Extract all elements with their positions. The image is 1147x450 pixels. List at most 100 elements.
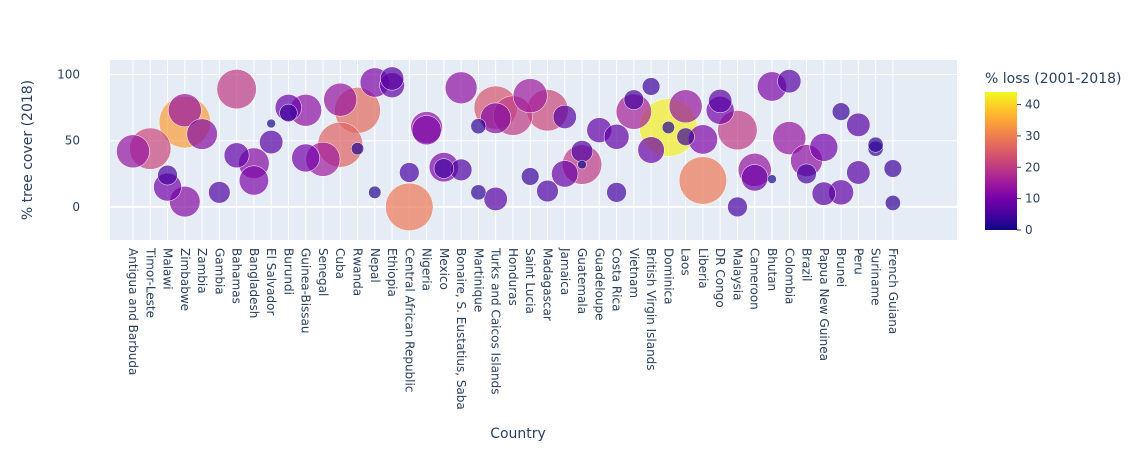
- bubble[interactable]: [323, 82, 358, 117]
- y-tick-label: 50: [65, 134, 80, 148]
- x-tick-label: Ethiopia: [385, 248, 399, 297]
- bubble[interactable]: [480, 102, 512, 134]
- bubble[interactable]: [521, 167, 540, 186]
- x-tick-label: Saint Lucia: [523, 248, 537, 314]
- colorbar-tick-label: 10: [1025, 192, 1040, 206]
- x-tick-label: Bhutan: [765, 248, 779, 291]
- colorbar-ticks: 0 10 20 30 40: [1017, 98, 1040, 237]
- x-tick-label: DR Congo: [713, 248, 727, 308]
- bubble[interactable]: [216, 69, 257, 110]
- bubble[interactable]: [867, 136, 884, 153]
- x-tick-label: Zimbabwe: [178, 248, 192, 311]
- bubble[interactable]: [811, 181, 836, 206]
- bubble[interactable]: [351, 142, 365, 156]
- bubble[interactable]: [846, 160, 871, 185]
- bubble[interactable]: [809, 133, 839, 162]
- x-tick-label: Vietnam: [627, 248, 641, 298]
- x-tick-label: Antigua and Barbuda: [126, 248, 140, 375]
- bubble[interactable]: [884, 195, 901, 211]
- x-axis-ticks: Antigua and Barbuda Timor-Leste Malawi Zimb…: [126, 247, 900, 410]
- bubble[interactable]: [483, 187, 508, 211]
- bubble[interactable]: [444, 71, 478, 104]
- bubble[interactable]: [279, 103, 298, 123]
- colorbar-tick-label: 30: [1025, 129, 1040, 143]
- x-axis-title: Country: [490, 426, 546, 442]
- colorbar-gradient: [985, 92, 1017, 230]
- x-tick-label: Cameroon: [748, 248, 762, 310]
- bubble[interactable]: [368, 185, 382, 199]
- bubble[interactable]: [291, 143, 320, 173]
- x-tick-label: Central African Republic: [402, 248, 416, 392]
- bubble[interactable]: [767, 174, 777, 184]
- bubble[interactable]: [399, 162, 420, 183]
- bubble[interactable]: [536, 179, 559, 203]
- bubble[interactable]: [637, 136, 665, 164]
- bubble[interactable]: [116, 134, 150, 169]
- bubble[interactable]: [266, 118, 276, 129]
- y-axis-title: % tree cover (2018): [20, 80, 36, 220]
- x-tick-label: Brazil: [800, 248, 814, 282]
- x-tick-label: Colombia: [782, 248, 796, 304]
- x-tick-label: Laos: [679, 248, 693, 276]
- bubble[interactable]: [668, 89, 703, 124]
- bubble[interactable]: [433, 158, 454, 179]
- x-tick-label: Honduras: [506, 248, 520, 306]
- x-tick-label: Martinique: [471, 248, 485, 312]
- x-tick-label: Guinea-Bissau: [299, 248, 313, 334]
- x-tick-label: Bonaire, S. Eustatius, Saba: [454, 248, 468, 410]
- x-tick-label: Senegal: [316, 248, 330, 296]
- bubble[interactable]: [186, 118, 218, 150]
- bubble[interactable]: [846, 112, 871, 137]
- bubble[interactable]: [831, 102, 851, 121]
- x-tick-label: British Virgin Islands: [644, 248, 658, 371]
- x-tick-label: Liberia: [696, 248, 710, 289]
- bubble[interactable]: [470, 118, 487, 135]
- colorbar-tick-label: 40: [1025, 98, 1040, 112]
- x-tick-label: Papua New Guinea: [817, 248, 831, 361]
- bubble[interactable]: [708, 89, 733, 113]
- bubble[interactable]: [727, 196, 748, 218]
- bubble[interactable]: [470, 184, 487, 201]
- bubble[interactable]: [570, 140, 594, 163]
- colorbar-tick-label: 0: [1025, 223, 1033, 237]
- bubble[interactable]: [223, 142, 250, 169]
- bubble[interactable]: [777, 69, 802, 94]
- colorbar-title: % loss (2001-2018): [985, 71, 1121, 87]
- bubble[interactable]: [883, 159, 902, 178]
- bubble[interactable]: [642, 77, 661, 96]
- bubble[interactable]: [606, 182, 627, 203]
- bubble[interactable]: [661, 120, 675, 135]
- x-tick-label: Brunei: [834, 248, 848, 287]
- bubble[interactable]: [512, 78, 548, 114]
- x-tick-label: Suriname: [869, 248, 883, 306]
- bubble[interactable]: [551, 160, 579, 188]
- bubble-layer: [116, 66, 902, 231]
- bubble[interactable]: [380, 66, 405, 91]
- x-tick-label: Gambia: [212, 248, 226, 295]
- x-tick-label: Mexico: [437, 248, 451, 290]
- bubble[interactable]: [385, 182, 434, 231]
- bubble[interactable]: [552, 104, 577, 129]
- bubble[interactable]: [157, 165, 178, 186]
- bubble[interactable]: [168, 93, 202, 128]
- bubble[interactable]: [676, 127, 695, 146]
- x-tick-label: Timor-Leste: [143, 247, 157, 318]
- bubble[interactable]: [259, 130, 284, 155]
- bubble[interactable]: [772, 121, 807, 155]
- bubble[interactable]: [623, 89, 644, 110]
- bubble[interactable]: [796, 163, 817, 184]
- bubble[interactable]: [603, 124, 630, 150]
- x-tick-label: Bangladesh: [247, 248, 261, 318]
- bubble[interactable]: [741, 164, 769, 192]
- bubble[interactable]: [238, 165, 269, 196]
- bubble[interactable]: [678, 156, 727, 205]
- x-tick-label: Zambia: [195, 248, 209, 294]
- bubble[interactable]: [577, 159, 587, 170]
- bubble[interactable]: [208, 181, 231, 204]
- x-tick-label: Guatemala: [575, 248, 589, 314]
- x-tick-label: Nepal: [368, 248, 382, 283]
- y-tick-label: 0: [72, 200, 80, 214]
- bubble[interactable]: [411, 115, 442, 146]
- colorbar-tick-label: 20: [1025, 160, 1040, 174]
- x-tick-label: Burundi: [281, 248, 295, 295]
